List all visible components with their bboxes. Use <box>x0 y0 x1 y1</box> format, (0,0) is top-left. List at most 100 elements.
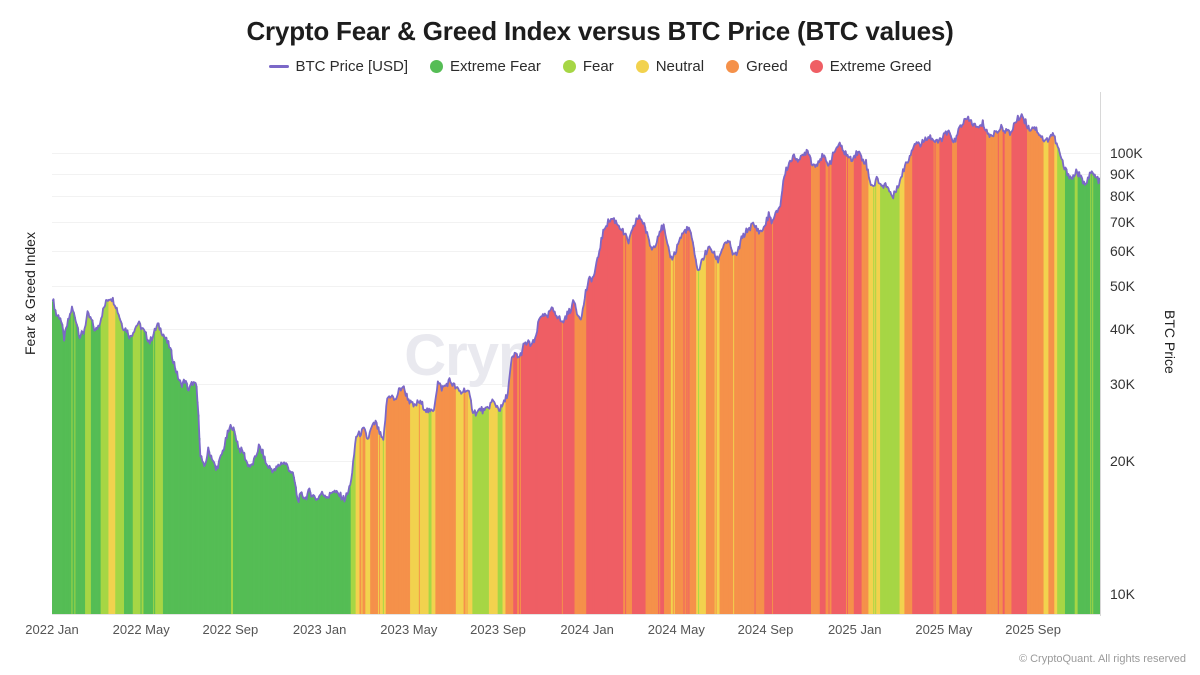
sentiment-bar <box>650 246 653 614</box>
sentiment-bar <box>418 403 421 614</box>
sentiment-bar <box>750 223 753 614</box>
sentiment-bar <box>1012 129 1014 614</box>
sentiment-bar <box>274 470 277 614</box>
sentiment-bar <box>511 357 513 614</box>
sentiment-bar <box>520 353 522 614</box>
sentiment-bar <box>644 226 647 614</box>
sentiment-bar <box>224 445 226 614</box>
sentiment-bar <box>699 269 701 614</box>
sentiment-bar <box>871 184 873 614</box>
legend-item[interactable]: Extreme Fear <box>430 58 541 75</box>
sentiment-bar <box>854 157 857 614</box>
sentiment-bar <box>180 383 183 614</box>
sentiment-bar <box>693 247 695 614</box>
sentiment-bar <box>68 318 71 614</box>
sentiment-bar <box>994 131 997 614</box>
sentiment-bar <box>660 231 662 614</box>
x-tick-label: 2023 Jan <box>292 622 347 637</box>
sentiment-bar <box>1011 131 1014 614</box>
sentiment-bar <box>702 259 705 614</box>
sentiment-bar <box>98 326 101 614</box>
legend-item[interactable]: BTC Price [USD] <box>268 58 408 75</box>
sentiment-bar <box>855 151 858 614</box>
sentiment-bar <box>56 315 59 614</box>
sentiment-bar <box>929 135 932 614</box>
sentiment-bar <box>1056 143 1058 614</box>
sentiment-bar <box>625 233 627 614</box>
sentiment-bar <box>353 454 356 614</box>
sentiment-bar <box>226 438 228 614</box>
sentiment-bar <box>83 333 85 614</box>
sentiment-bar <box>348 486 351 614</box>
sentiment-bar <box>889 191 892 614</box>
sentiment-bar <box>978 127 980 614</box>
sentiment-bar <box>626 236 628 614</box>
sentiment-bar <box>792 155 795 614</box>
sentiment-bar <box>1024 123 1026 614</box>
sentiment-bar <box>288 471 291 614</box>
sentiment-bar <box>485 407 487 614</box>
legend-item[interactable]: Fear <box>562 58 614 75</box>
sentiment-bar <box>62 330 65 614</box>
sentiment-bar <box>430 409 433 614</box>
sentiment-bar <box>757 228 760 614</box>
sentiment-bar <box>984 129 986 614</box>
sentiment-bar <box>956 134 959 614</box>
sentiment-bar <box>221 454 223 614</box>
sentiment-bar <box>371 426 373 614</box>
legend-dot-swatch <box>430 60 444 73</box>
legend-item[interactable]: Extreme Greed <box>809 58 932 75</box>
sentiment-bar <box>351 472 354 614</box>
sentiment-bar <box>335 492 337 614</box>
sentiment-bar <box>189 386 191 614</box>
sentiment-bar <box>439 383 441 614</box>
sentiment-bar <box>204 464 207 614</box>
sentiment-bar <box>148 340 150 614</box>
sentiment-bar <box>903 171 906 614</box>
sentiment-bar <box>162 334 165 614</box>
sentiment-bar <box>696 265 698 614</box>
sentiment-bar <box>109 299 111 614</box>
sentiment-bar <box>843 151 845 614</box>
sentiment-bar <box>468 390 471 614</box>
sentiment-bar <box>477 411 479 614</box>
sentiment-bar <box>267 465 269 614</box>
sentiment-bar <box>832 152 834 614</box>
legend-item[interactable]: Greed <box>726 58 788 75</box>
sentiment-bar <box>257 451 259 614</box>
sentiment-bar <box>1015 122 1017 614</box>
sentiment-bar <box>580 319 582 614</box>
sentiment-bar <box>722 247 725 614</box>
sentiment-bar <box>741 238 744 614</box>
sentiment-bar <box>425 412 428 614</box>
sentiment-bar <box>238 448 241 614</box>
sentiment-bar <box>404 390 406 614</box>
sentiment-bar <box>140 329 143 614</box>
sentiment-bar <box>496 405 499 614</box>
legend-dot-swatch <box>726 60 740 73</box>
sentiment-bar <box>457 388 460 614</box>
sentiment-bar <box>853 155 856 614</box>
sentiment-bar <box>836 147 838 614</box>
sentiment-bar <box>746 232 749 614</box>
sentiment-bar <box>629 237 631 614</box>
legend-item[interactable]: Neutral <box>635 58 704 75</box>
sentiment-bar <box>282 463 285 614</box>
sentiment-bar <box>734 253 736 614</box>
sentiment-bar <box>689 230 691 614</box>
sentiment-bar <box>323 495 326 614</box>
sentiment-bar <box>648 239 651 614</box>
sentiment-bar <box>432 411 435 614</box>
sentiment-bar <box>806 149 808 614</box>
sentiment-bar <box>599 247 602 614</box>
sentiment-bar <box>1080 175 1083 614</box>
sentiment-bar <box>555 315 557 614</box>
sentiment-bar <box>614 223 617 614</box>
sentiment-bar <box>955 135 958 614</box>
sentiment-bar <box>751 223 754 614</box>
sentiment-bar <box>796 158 798 614</box>
sentiment-bar <box>707 246 710 614</box>
sentiment-bar <box>679 237 682 614</box>
sentiment-bar <box>829 161 832 614</box>
sentiment-bar <box>223 450 225 614</box>
